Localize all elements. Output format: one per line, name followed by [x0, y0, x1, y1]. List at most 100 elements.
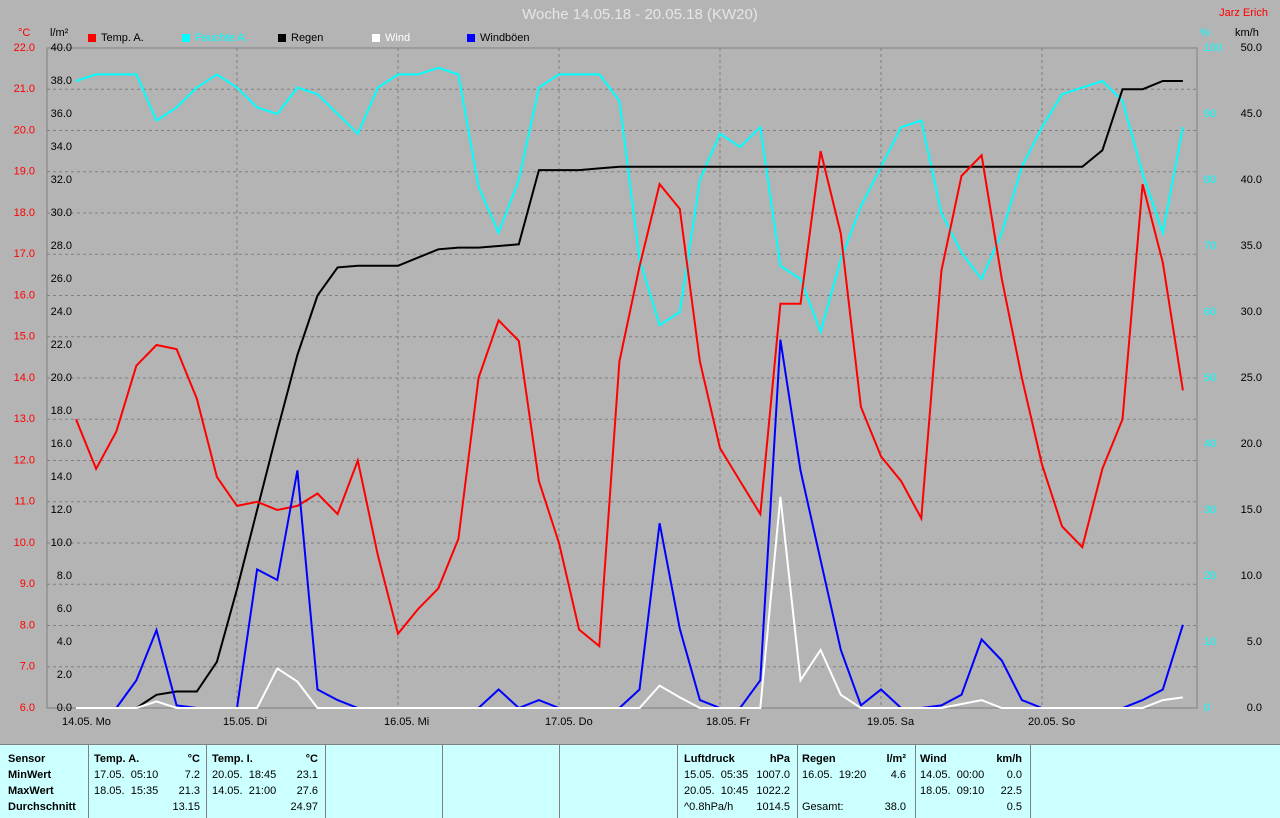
y2-tick-label: 40.0 — [51, 42, 72, 54]
legend-swatch — [467, 34, 475, 42]
legend-swatch — [278, 34, 286, 42]
y3-unit: % — [1200, 27, 1210, 39]
table-cell: 0.5 — [1006, 801, 1022, 813]
x-tick-label: 19.05. Sa — [867, 716, 915, 728]
y2-tick-label: 0.0 — [57, 702, 72, 714]
series-line — [76, 496, 1184, 709]
y4-tick-label: 15.0 — [1241, 504, 1262, 516]
table-cell: 22.5 — [1000, 785, 1022, 797]
y-tick-label: 21.0 — [14, 83, 35, 95]
y3-tick-label: 80 — [1204, 174, 1216, 186]
series-line — [76, 339, 1184, 710]
table-cell: 16.05. 19:20 — [802, 769, 867, 781]
x-tick-label: 17.05. Do — [545, 716, 593, 728]
y-tick-label: 19.0 — [14, 166, 35, 178]
x-tick-label: 18.05. Fr — [706, 716, 750, 728]
table-cell: 17.05. 05:10 — [94, 769, 159, 781]
table-cell: 13.15 — [172, 801, 200, 813]
table-cell: 18.05. 15:35 — [94, 785, 159, 797]
table-cell: 1014.5 — [756, 801, 790, 813]
y-tick-label: 10.0 — [14, 537, 35, 549]
y2-tick-label: 10.0 — [51, 537, 72, 549]
table-cell: 38.0 — [884, 801, 906, 813]
table-cell: l/m² — [886, 753, 906, 765]
y-tick-label: 13.0 — [14, 413, 35, 425]
table-cell: 15.05. 05:35 — [684, 769, 749, 781]
table-cell: 18.05. 09:10 — [920, 785, 985, 797]
y2-tick-label: 20.0 — [51, 372, 72, 384]
y4-tick-label: 0.0 — [1247, 702, 1262, 714]
y-tick-label: 16.0 — [14, 289, 35, 301]
x-tick-label: 20.05. So — [1028, 716, 1075, 728]
table-cell: 23.1 — [296, 769, 318, 781]
x-tick-label: 14.05. Mo — [62, 716, 111, 728]
y-unit: °C — [18, 27, 30, 39]
column-separator — [442, 745, 443, 818]
y2-tick-label: 16.0 — [51, 438, 72, 450]
table-cell: 20.05. 18:45 — [212, 769, 277, 781]
y2-tick-label: 28.0 — [51, 240, 72, 252]
x-tick-label: 16.05. Mi — [384, 716, 429, 728]
y-tick-label: 7.0 — [20, 661, 35, 673]
legend-label: Feuchte A. — [195, 32, 248, 44]
table-cell: MinWert — [8, 769, 52, 781]
y4-tick-label: 30.0 — [1241, 306, 1262, 318]
y2-tick-label: 6.0 — [57, 603, 72, 615]
y3-tick-label: 70 — [1204, 240, 1216, 252]
table-cell: Luftdruck — [684, 753, 735, 765]
y3-tick-label: 90 — [1204, 108, 1216, 120]
table-cell: Sensor — [8, 753, 46, 765]
legend-label: Wind — [385, 32, 410, 44]
table-cell: Wind — [920, 753, 947, 765]
chart-title: Woche 14.05.18 - 20.05.18 (KW20) — [522, 6, 758, 23]
table-cell: 1007.0 — [756, 769, 790, 781]
legend-label: Windböen — [480, 32, 530, 44]
y2-tick-label: 4.0 — [57, 636, 72, 648]
y3-tick-label: 60 — [1204, 306, 1216, 318]
y4-tick-label: 25.0 — [1241, 372, 1262, 384]
table-cell: hPa — [769, 753, 790, 765]
series-line — [75, 150, 1184, 649]
y2-tick-label: 38.0 — [51, 75, 72, 87]
y2-tick-label: 14.0 — [51, 471, 72, 483]
table-cell: 7.2 — [184, 769, 200, 781]
column-separator — [325, 745, 326, 818]
y-tick-label: 14.0 — [14, 372, 35, 384]
legend-swatch — [88, 34, 96, 42]
y2-tick-label: 12.0 — [51, 504, 72, 516]
y2-tick-label: 32.0 — [51, 174, 72, 186]
table-cell: Temp. I. — [212, 753, 253, 765]
column-separator — [677, 745, 678, 818]
chart: Woche 14.05.18 - 20.05.18 (KW20) Jarz Er… — [14, 6, 1268, 728]
y4-tick-label: 5.0 — [1247, 636, 1262, 648]
column-separator — [797, 745, 798, 818]
table-cell: °C — [305, 753, 318, 765]
y2-unit: l/m² — [50, 27, 69, 39]
table-cell: MaxWert — [8, 785, 54, 797]
y2-tick-label: 26.0 — [51, 273, 72, 285]
legend-label: Regen — [291, 32, 323, 44]
table-cell: Regen — [802, 753, 836, 765]
table-cell: °C — [187, 753, 200, 765]
table-cell: ^0.8hPa/h — [684, 801, 734, 813]
table-cell: 27.6 — [296, 785, 318, 797]
y2-tick-label: 8.0 — [57, 570, 72, 582]
y2-tick-label: 36.0 — [51, 108, 72, 120]
table-cell: 24.97 — [290, 801, 318, 813]
series-line — [75, 66, 1184, 335]
table-cell: 14.05. 21:00 — [212, 785, 277, 797]
y-tick-label: 15.0 — [14, 331, 35, 343]
y2-tick-label: 34.0 — [51, 141, 72, 153]
table-cell: Durchschnitt — [8, 801, 76, 813]
y3-tick-label: 40 — [1204, 438, 1216, 450]
y2-tick-label: 18.0 — [51, 405, 72, 417]
y3-tick-label: 100 — [1204, 42, 1222, 54]
column-separator — [915, 745, 916, 818]
y-tick-label: 6.0 — [20, 702, 35, 714]
y4-tick-label: 20.0 — [1241, 438, 1262, 450]
y-tick-label: 8.0 — [20, 619, 35, 631]
table-cell: km/h — [996, 753, 1022, 765]
y4-tick-label: 35.0 — [1241, 240, 1262, 252]
y4-tick-label: 10.0 — [1241, 570, 1262, 582]
